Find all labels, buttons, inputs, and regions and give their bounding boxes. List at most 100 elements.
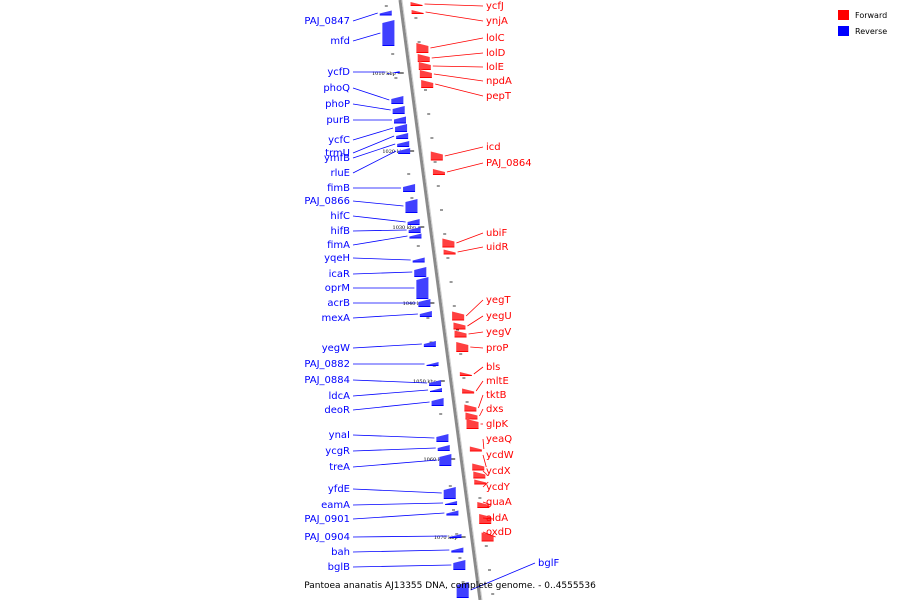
gene-label-lolE[interactable]: lolE bbox=[486, 62, 504, 73]
gene-block-dxs[interactable] bbox=[465, 412, 478, 420]
gene-block-treA[interactable] bbox=[439, 454, 452, 466]
gene-block-fimB[interactable] bbox=[403, 184, 416, 192]
gene-block-yeaQ[interactable] bbox=[469, 446, 482, 452]
gene-block-ycdY[interactable] bbox=[474, 479, 487, 485]
gene-label-ycgR[interactable]: ycgR bbox=[325, 446, 350, 457]
gene-block-yqeH[interactable] bbox=[412, 257, 425, 263]
gene-block-proP[interactable] bbox=[456, 342, 469, 352]
gene-label-PAJ_0866[interactable]: PAJ_0866 bbox=[304, 196, 350, 207]
gene-label-mexA[interactable]: mexA bbox=[322, 313, 351, 324]
gene-label-tktB[interactable]: tktB bbox=[486, 390, 507, 401]
gene-block-guaA[interactable] bbox=[477, 502, 490, 508]
gene-label-acrB[interactable]: acrB bbox=[327, 298, 350, 309]
gene-block-trmU[interactable] bbox=[396, 133, 409, 139]
gene-block-deoR[interactable] bbox=[431, 398, 444, 406]
gene-label-PAJ_0847[interactable]: PAJ_0847 bbox=[304, 16, 350, 27]
gene-block-ycdX[interactable] bbox=[473, 471, 486, 479]
gene-label-treA[interactable]: treA bbox=[329, 462, 350, 473]
gene-block-ycfJ[interactable] bbox=[410, 2, 423, 6]
gene-label-glpK[interactable]: glpK bbox=[486, 419, 508, 430]
gene-block-ycgR[interactable] bbox=[437, 445, 450, 451]
gene-block-phoQ[interactable] bbox=[391, 96, 404, 104]
gene-label-lolD[interactable]: lolD bbox=[486, 48, 506, 59]
gene-label-bah[interactable]: bah bbox=[331, 547, 350, 558]
gene-block-ldcA[interactable] bbox=[430, 388, 442, 392]
gene-block-mexA[interactable] bbox=[419, 311, 432, 317]
gene-label-proP[interactable]: proP bbox=[486, 343, 508, 354]
gene-block-hifB[interactable] bbox=[408, 227, 421, 233]
gene-block-purB[interactable] bbox=[394, 116, 406, 124]
gene-label-yfdE[interactable]: yfdE bbox=[328, 484, 350, 495]
gene-block-rluE[interactable] bbox=[398, 148, 411, 154]
gene-label-yegW[interactable]: yegW bbox=[322, 343, 350, 354]
gene-label-bglB[interactable]: bglB bbox=[328, 562, 350, 573]
gene-block-PAJ_0847[interactable] bbox=[379, 10, 392, 16]
gene-block-ynaI[interactable] bbox=[436, 434, 449, 442]
gene-label-rluE[interactable]: rluE bbox=[330, 168, 350, 179]
gene-block-npdA[interactable] bbox=[419, 70, 432, 78]
gene-label-hifB[interactable]: hifB bbox=[331, 226, 351, 237]
gene-label-ycfJ[interactable]: ycfJ bbox=[486, 1, 504, 12]
gene-label-trmU[interactable]: trmU bbox=[325, 148, 350, 159]
gene-block-pepT[interactable] bbox=[421, 80, 434, 88]
gene-label-mltE[interactable]: mltE bbox=[486, 376, 509, 387]
gene-label-PAJ_0882[interactable]: PAJ_0882 bbox=[304, 359, 350, 370]
gene-block-mltE[interactable] bbox=[462, 388, 475, 394]
gene-label-yeaQ[interactable]: yeaQ bbox=[486, 434, 512, 445]
gene-label-yqeH[interactable]: yqeH bbox=[324, 253, 350, 264]
gene-label-ycdY[interactable]: ycdY bbox=[486, 482, 511, 493]
gene-label-phoQ[interactable]: phoQ bbox=[323, 83, 350, 94]
gene-label-ycfC[interactable]: ycfC bbox=[328, 135, 350, 146]
gene-label-PAJ_0904[interactable]: PAJ_0904 bbox=[304, 532, 350, 543]
gene-block-yegW[interactable] bbox=[423, 341, 436, 347]
gene-label-ynjA[interactable]: ynjA bbox=[486, 16, 508, 27]
gene-block-lolE[interactable] bbox=[418, 62, 431, 70]
gene-label-ynaI[interactable]: ynaI bbox=[329, 430, 350, 441]
gene-block-icd[interactable] bbox=[430, 151, 443, 161]
gene-block-bls[interactable] bbox=[459, 372, 472, 376]
gene-block-hifC[interactable] bbox=[407, 219, 420, 225]
gene-label-yegV[interactable]: yegV bbox=[486, 327, 511, 338]
gene-block-PAJ_0901[interactable] bbox=[446, 510, 459, 516]
gene-block-mfd[interactable] bbox=[382, 20, 395, 46]
gene-block-tktB[interactable] bbox=[464, 404, 477, 412]
gene-label-ymfB[interactable]: ymfB bbox=[324, 153, 350, 164]
gene-block-PAJ_0884[interactable] bbox=[429, 380, 442, 386]
gene-label-oxdD[interactable]: oxdD bbox=[486, 527, 512, 538]
gene-block-PAJ_0864[interactable] bbox=[432, 169, 445, 175]
gene-block-glpK[interactable] bbox=[466, 419, 479, 429]
gene-label-mfd[interactable]: mfd bbox=[330, 36, 350, 47]
gene-block-bglB[interactable] bbox=[453, 560, 466, 570]
gene-label-eamA[interactable]: eamA bbox=[321, 500, 350, 511]
gene-label-icaR[interactable]: icaR bbox=[329, 269, 350, 280]
gene-block-lolD[interactable] bbox=[417, 54, 430, 62]
gene-label-ycdX[interactable]: ycdX bbox=[486, 466, 511, 477]
gene-block-yegT[interactable] bbox=[452, 311, 465, 321]
gene-label-ubiF[interactable]: ubiF bbox=[486, 228, 507, 239]
gene-label-guaA[interactable]: guaA bbox=[486, 497, 512, 508]
gene-label-deoR[interactable]: deoR bbox=[324, 405, 350, 416]
gene-label-bls[interactable]: bls bbox=[486, 362, 500, 373]
gene-label-bglF[interactable]: bglF bbox=[538, 558, 559, 569]
gene-block-yfdE[interactable] bbox=[443, 487, 456, 499]
gene-block-ubiF[interactable] bbox=[442, 238, 455, 248]
gene-block-oprM[interactable] bbox=[416, 277, 429, 299]
gene-label-PAJ_0901[interactable]: PAJ_0901 bbox=[304, 514, 350, 525]
gene-block-ycdW[interactable] bbox=[472, 463, 485, 471]
gene-label-fimA[interactable]: fimA bbox=[327, 240, 350, 251]
gene-label-hifC[interactable]: hifC bbox=[330, 211, 350, 222]
gene-label-fimB[interactable]: fimB bbox=[327, 183, 350, 194]
gene-label-lolC[interactable]: lolC bbox=[486, 33, 505, 44]
gene-block-icaR[interactable] bbox=[414, 267, 427, 277]
gene-label-PAJ_0864[interactable]: PAJ_0864 bbox=[486, 158, 532, 169]
gene-block-ycfC[interactable] bbox=[395, 124, 408, 132]
gene-block-fimA[interactable] bbox=[409, 233, 422, 239]
gene-block-ymfB[interactable] bbox=[397, 141, 410, 147]
gene-block-ycfD[interactable] bbox=[387, 71, 400, 74]
gene-label-pepT[interactable]: pepT bbox=[486, 91, 512, 102]
gene-block-yegU[interactable] bbox=[453, 322, 466, 330]
gene-block-ynjA[interactable] bbox=[411, 10, 424, 14]
gene-block-PAJ_0904[interactable] bbox=[449, 534, 462, 538]
gene-label-npdA[interactable]: npdA bbox=[486, 76, 512, 87]
gene-label-yegT[interactable]: yegT bbox=[486, 295, 511, 306]
